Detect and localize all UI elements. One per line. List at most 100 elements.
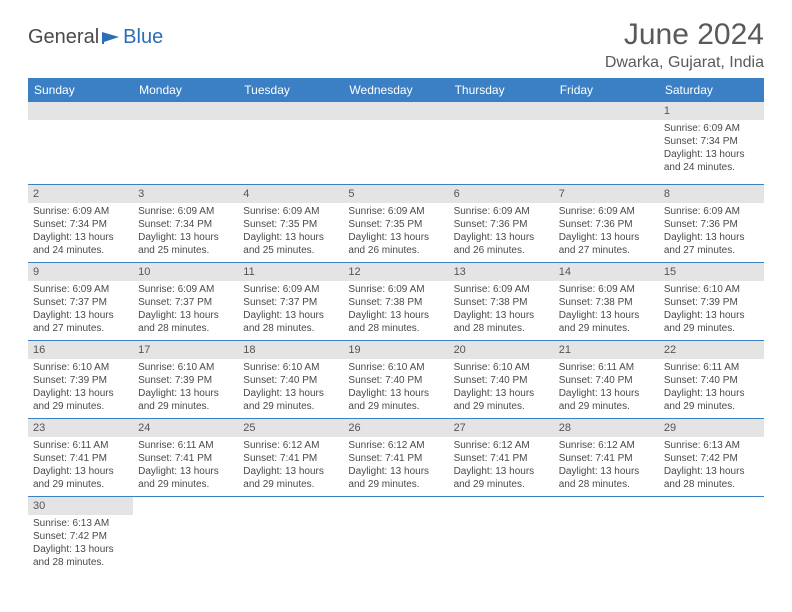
calendar-day-cell: 13Sunrise: 6:09 AMSunset: 7:38 PMDayligh… (449, 262, 554, 340)
day-number: 25 (238, 419, 343, 437)
day-line: Sunrise: 6:09 AM (454, 205, 549, 218)
calendar-day-cell: 10Sunrise: 6:09 AMSunset: 7:37 PMDayligh… (133, 262, 238, 340)
day-line: Daylight: 13 hours (454, 387, 549, 400)
day-line: Sunset: 7:34 PM (138, 218, 233, 231)
day-line: Daylight: 13 hours (454, 465, 549, 478)
day-line: Sunrise: 6:11 AM (664, 361, 759, 374)
day-number: 9 (28, 263, 133, 281)
day-line: Daylight: 13 hours (454, 231, 549, 244)
calendar-day-cell: 3Sunrise: 6:09 AMSunset: 7:34 PMDaylight… (133, 184, 238, 262)
day-content: Sunrise: 6:09 AMSunset: 7:38 PMDaylight:… (554, 281, 659, 338)
day-line: Daylight: 13 hours (138, 231, 233, 244)
day-line: and 27 minutes. (33, 322, 128, 335)
day-line: Sunset: 7:37 PM (243, 296, 338, 309)
day-line: Daylight: 13 hours (664, 309, 759, 322)
day-content: Sunrise: 6:11 AMSunset: 7:41 PMDaylight:… (28, 437, 133, 494)
logo-text-1: General (28, 26, 99, 49)
calendar-day-cell: 27Sunrise: 6:12 AMSunset: 7:41 PMDayligh… (449, 418, 554, 496)
day-line: and 28 minutes. (454, 322, 549, 335)
day-number: 15 (659, 263, 764, 281)
day-line: and 29 minutes. (348, 400, 443, 413)
weekday-header: Friday (554, 78, 659, 102)
calendar-week-row: 30Sunrise: 6:13 AMSunset: 7:42 PMDayligh… (28, 496, 764, 574)
day-line: Sunset: 7:37 PM (138, 296, 233, 309)
day-number: 29 (659, 419, 764, 437)
day-line: Sunrise: 6:09 AM (559, 283, 654, 296)
day-line: Sunset: 7:36 PM (664, 218, 759, 231)
calendar-day-cell: 18Sunrise: 6:10 AMSunset: 7:40 PMDayligh… (238, 340, 343, 418)
day-content: Sunrise: 6:09 AMSunset: 7:37 PMDaylight:… (28, 281, 133, 338)
day-line: and 25 minutes. (138, 244, 233, 257)
day-line: Sunrise: 6:12 AM (348, 439, 443, 452)
calendar-day-cell: 20Sunrise: 6:10 AMSunset: 7:40 PMDayligh… (449, 340, 554, 418)
day-line: and 29 minutes. (454, 400, 549, 413)
calendar-day-cell: 29Sunrise: 6:13 AMSunset: 7:42 PMDayligh… (659, 418, 764, 496)
day-line: Sunrise: 6:10 AM (33, 361, 128, 374)
day-content: Sunrise: 6:10 AMSunset: 7:40 PMDaylight:… (449, 359, 554, 416)
day-line: Sunset: 7:42 PM (33, 530, 128, 543)
day-content: Sunrise: 6:10 AMSunset: 7:40 PMDaylight:… (238, 359, 343, 416)
day-line: Sunrise: 6:09 AM (243, 205, 338, 218)
day-content: Sunrise: 6:11 AMSunset: 7:41 PMDaylight:… (133, 437, 238, 494)
header: General Blue June 2024 Dwarka, Gujarat, … (28, 18, 764, 72)
day-line: Sunset: 7:40 PM (559, 374, 654, 387)
day-number: 28 (554, 419, 659, 437)
empty-daynum (554, 102, 659, 120)
day-line: Daylight: 13 hours (348, 309, 443, 322)
day-number: 5 (343, 185, 448, 203)
day-line: and 29 minutes. (138, 400, 233, 413)
day-line: Sunset: 7:37 PM (33, 296, 128, 309)
day-line: and 29 minutes. (243, 400, 338, 413)
day-line: Daylight: 13 hours (33, 465, 128, 478)
day-content: Sunrise: 6:09 AMSunset: 7:34 PMDaylight:… (28, 203, 133, 260)
day-line: Sunset: 7:35 PM (243, 218, 338, 231)
day-content: Sunrise: 6:09 AMSunset: 7:37 PMDaylight:… (133, 281, 238, 338)
day-line: Sunset: 7:36 PM (454, 218, 549, 231)
calendar-day-cell: 28Sunrise: 6:12 AMSunset: 7:41 PMDayligh… (554, 418, 659, 496)
day-line: Sunrise: 6:09 AM (33, 283, 128, 296)
day-line: and 29 minutes. (559, 322, 654, 335)
day-content: Sunrise: 6:09 AMSunset: 7:36 PMDaylight:… (659, 203, 764, 260)
day-number: 19 (343, 341, 448, 359)
day-line: Sunset: 7:38 PM (454, 296, 549, 309)
day-content: Sunrise: 6:10 AMSunset: 7:40 PMDaylight:… (343, 359, 448, 416)
calendar-day-cell (133, 102, 238, 184)
day-line: Sunset: 7:34 PM (33, 218, 128, 231)
day-line: and 29 minutes. (243, 478, 338, 491)
day-line: Sunrise: 6:09 AM (33, 205, 128, 218)
day-line: Sunset: 7:38 PM (559, 296, 654, 309)
day-line: Daylight: 13 hours (138, 309, 233, 322)
day-line: and 24 minutes. (33, 244, 128, 257)
day-content: Sunrise: 6:11 AMSunset: 7:40 PMDaylight:… (659, 359, 764, 416)
calendar-table: SundayMondayTuesdayWednesdayThursdayFrid… (28, 78, 764, 574)
calendar-day-cell: 4Sunrise: 6:09 AMSunset: 7:35 PMDaylight… (238, 184, 343, 262)
calendar-day-cell (238, 496, 343, 574)
day-line: Sunrise: 6:09 AM (454, 283, 549, 296)
day-line: Daylight: 13 hours (33, 543, 128, 556)
day-line: Sunrise: 6:09 AM (664, 205, 759, 218)
day-line: Daylight: 13 hours (348, 231, 443, 244)
day-number: 21 (554, 341, 659, 359)
day-content: Sunrise: 6:12 AMSunset: 7:41 PMDaylight:… (238, 437, 343, 494)
day-number: 18 (238, 341, 343, 359)
day-content: Sunrise: 6:09 AMSunset: 7:34 PMDaylight:… (133, 203, 238, 260)
day-content: Sunrise: 6:10 AMSunset: 7:39 PMDaylight:… (28, 359, 133, 416)
calendar-week-row: 1Sunrise: 6:09 AMSunset: 7:34 PMDaylight… (28, 102, 764, 184)
day-line: and 29 minutes. (33, 478, 128, 491)
day-number: 30 (28, 497, 133, 515)
weekday-header: Thursday (449, 78, 554, 102)
day-content: Sunrise: 6:10 AMSunset: 7:39 PMDaylight:… (133, 359, 238, 416)
day-number: 3 (133, 185, 238, 203)
weekday-header: Monday (133, 78, 238, 102)
day-content: Sunrise: 6:09 AMSunset: 7:34 PMDaylight:… (659, 120, 764, 177)
calendar-day-cell (659, 496, 764, 574)
day-content: Sunrise: 6:09 AMSunset: 7:35 PMDaylight:… (238, 203, 343, 260)
day-content: Sunrise: 6:09 AMSunset: 7:38 PMDaylight:… (449, 281, 554, 338)
day-line: Daylight: 13 hours (33, 231, 128, 244)
weekday-header: Tuesday (238, 78, 343, 102)
day-line: Sunrise: 6:13 AM (664, 439, 759, 452)
day-number: 22 (659, 341, 764, 359)
day-content: Sunrise: 6:13 AMSunset: 7:42 PMDaylight:… (659, 437, 764, 494)
calendar-week-row: 2Sunrise: 6:09 AMSunset: 7:34 PMDaylight… (28, 184, 764, 262)
day-number: 27 (449, 419, 554, 437)
